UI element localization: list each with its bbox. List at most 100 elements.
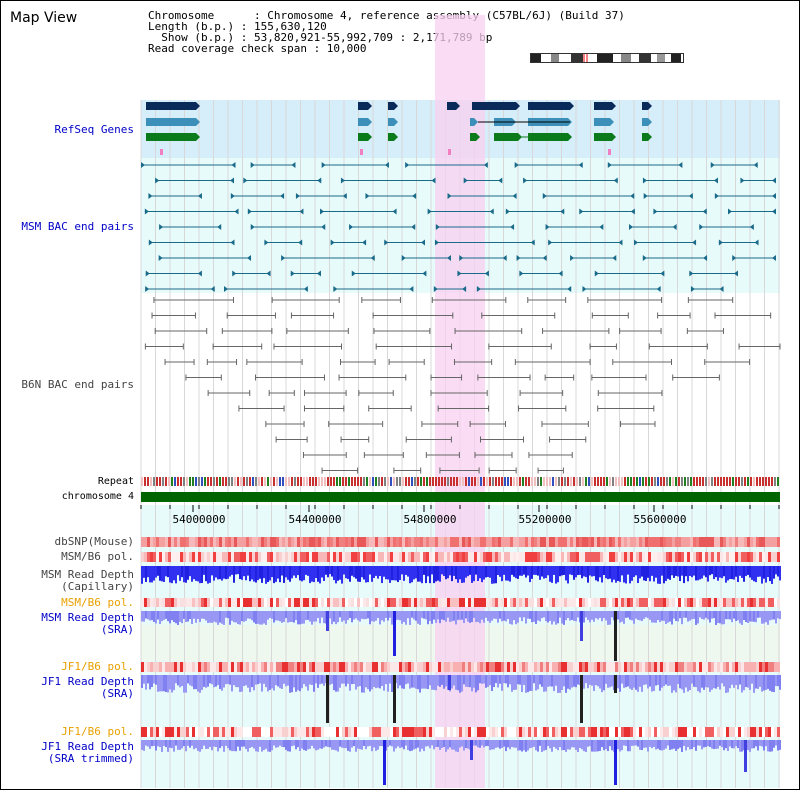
- density-cell: [723, 552, 726, 562]
- density-cell: [711, 727, 714, 737]
- gene-exon: [388, 102, 394, 110]
- repeat-element: [270, 477, 272, 486]
- depth-bar: [377, 740, 379, 750]
- jf1-depth-sra-track[interactable]: [141, 675, 781, 723]
- track-label-refseq-genes[interactable]: RefSeq Genes: [54, 123, 134, 136]
- depth-bar: [181, 611, 183, 624]
- track-label-msm-depth-capillary[interactable]: MSM Read Depth (Capillary): [41, 568, 134, 593]
- depth-bar: [597, 566, 599, 582]
- jf1-depth-trimmed-track[interactable]: [141, 740, 781, 785]
- msm-depth-sra-track[interactable]: [141, 611, 781, 661]
- density-cell: [204, 662, 207, 672]
- depth-bar: [463, 675, 465, 685]
- jf1-b6-pol-track[interactable]: [141, 662, 780, 672]
- track-label-jf1-depth-sra[interactable]: JF1 Read Depth (SRA): [41, 675, 134, 700]
- depth-bar: [365, 675, 367, 688]
- repeat-track[interactable]: [141, 477, 779, 486]
- density-cell: [387, 727, 390, 737]
- axis-tick-label: 54000000: [173, 513, 226, 526]
- density-cell: [369, 727, 372, 737]
- density-cell: [540, 727, 543, 737]
- depth-bar: [413, 675, 415, 688]
- depth-bar: [601, 566, 603, 583]
- depth-bar: [731, 740, 733, 749]
- track-label-repeat[interactable]: Repeat: [97, 476, 134, 487]
- depth-bar: [323, 675, 325, 686]
- gene-strand-arrow: [456, 102, 460, 110]
- bac-end-marker: [230, 177, 235, 184]
- depth-bar: [243, 740, 245, 747]
- track-label-jf1-b6-pol-trimmed[interactable]: JF1/B6 pol.: [61, 725, 134, 738]
- density-cell: [255, 662, 258, 672]
- depth-bar: [245, 675, 247, 686]
- density-cell: [591, 552, 594, 562]
- depth-bar: [747, 675, 749, 688]
- repeat-element: [726, 477, 728, 486]
- density-cell: [432, 537, 435, 547]
- repeat-element: [738, 477, 740, 486]
- dbsnp-track[interactable]: [141, 537, 780, 547]
- density-cell: [276, 662, 279, 672]
- depth-bar: [609, 740, 611, 747]
- depth-bar: [501, 566, 503, 582]
- depth-bar: [299, 566, 301, 581]
- depth-bar: [417, 611, 419, 624]
- depth-bar: [569, 611, 571, 621]
- depth-bar: [193, 675, 195, 690]
- depth-bar: [389, 675, 391, 684]
- density-cell: [492, 662, 495, 672]
- density-cell: [723, 537, 726, 547]
- depth-bar: [453, 566, 455, 576]
- bac-end-marker: [530, 239, 535, 246]
- msm-b6-pol-track[interactable]: [141, 552, 780, 562]
- chromosome-ideogram[interactable]: [530, 53, 684, 63]
- gene-strand-arrow: [196, 118, 200, 126]
- depth-bar: [263, 675, 265, 684]
- repeat-element: [765, 477, 767, 486]
- depth-bar: [183, 566, 185, 583]
- density-cell: [177, 662, 180, 672]
- b6n-bac-track[interactable]: [144, 297, 781, 474]
- track-label-jf1-depth-trimmed[interactable]: JF1 Read Depth (SRA trimmed): [41, 740, 134, 765]
- depth-bar: [477, 740, 479, 748]
- depth-bar: [433, 566, 435, 584]
- density-cell: [450, 537, 453, 547]
- track-label-jf1-b6-pol[interactable]: JF1/B6 pol.: [61, 660, 134, 673]
- depth-bar: [589, 675, 591, 685]
- density-cell: [549, 552, 552, 562]
- depth-bar: [161, 611, 163, 622]
- density-cell: [561, 552, 564, 562]
- depth-bar: [471, 675, 473, 692]
- density-cell: [507, 727, 510, 737]
- bac-end-marker: [433, 286, 438, 292]
- density-cell: [510, 598, 513, 607]
- jf1-b6-pol-trimmed-track[interactable]: [141, 727, 780, 737]
- track-label-b6n-bac[interactable]: B6N BAC end pairs: [21, 378, 134, 391]
- track-label-msm-depth-sra[interactable]: MSM Read Depth (SRA): [41, 611, 134, 636]
- density-cell: [357, 552, 360, 562]
- track-label-dbsnp[interactable]: dbSNP(Mouse): [54, 535, 134, 548]
- depth-bar: [521, 675, 523, 693]
- track-label-msm-bac[interactable]: MSM BAC end pairs: [21, 220, 134, 233]
- msm-bac-track[interactable]: [141, 162, 776, 292]
- depth-bar: [659, 611, 661, 623]
- density-cell: [198, 598, 201, 607]
- depth-bar: [427, 675, 429, 690]
- track-label-msm-b6-pol-sra[interactable]: MSM/B6 pol.: [61, 596, 134, 609]
- depth-bar: [495, 611, 497, 619]
- depth-bar: [333, 566, 335, 581]
- repeat-element: [768, 477, 770, 486]
- refseq-genes-track[interactable]: [146, 102, 652, 155]
- msm-b6-pol-sra-track[interactable]: [141, 598, 780, 607]
- depth-bar: [749, 740, 751, 752]
- track-label-msm-b6-pol[interactable]: MSM/B6 pol.: [61, 550, 134, 563]
- density-cell: [183, 662, 186, 672]
- density-cell: [642, 727, 645, 737]
- depth-bar: [207, 740, 209, 749]
- density-cell: [366, 537, 369, 547]
- msm-depth-capillary-track[interactable]: [141, 566, 781, 584]
- depth-bar: [509, 566, 511, 582]
- gene-exon: [470, 133, 476, 141]
- repeat-element: [414, 477, 416, 486]
